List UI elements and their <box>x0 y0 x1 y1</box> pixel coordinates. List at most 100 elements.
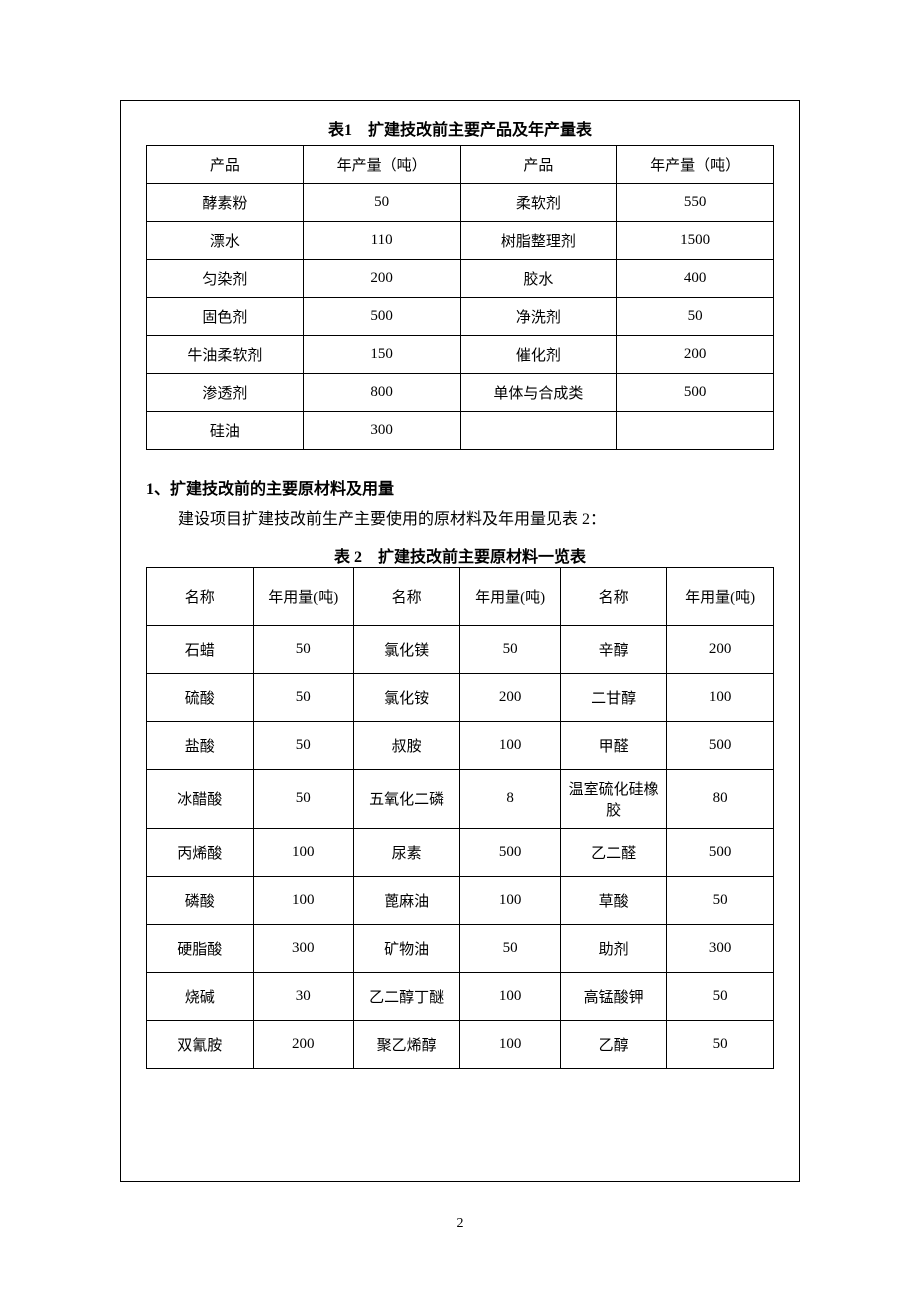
table-row: 固色剂500净洗剂50 <box>147 298 774 336</box>
table-cell: 叔胺 <box>353 721 460 769</box>
table2-header-cell: 名称 <box>560 567 667 625</box>
table-cell: 50 <box>460 924 560 972</box>
table1-header-cell: 年产量（吨） <box>303 146 460 184</box>
table-cell: 100 <box>253 876 353 924</box>
table-cell: 100 <box>460 721 560 769</box>
table-cell: 50 <box>253 673 353 721</box>
section1-heading: 1、扩建技改前的主要原材料及用量 <box>146 475 774 499</box>
table-row: 匀染剂200胶水400 <box>147 260 774 298</box>
table-cell: 聚乙烯醇 <box>353 1020 460 1068</box>
table2: 名称 年用量(吨) 名称 年用量(吨) 名称 年用量(吨) 石蜡50氯化镁50辛… <box>146 567 774 1069</box>
table-cell: 辛醇 <box>560 625 667 673</box>
table-cell: 50 <box>303 184 460 222</box>
table-row: 渗透剂800单体与合成类500 <box>147 374 774 412</box>
table-cell: 烧碱 <box>147 972 254 1020</box>
table-row: 盐酸50叔胺100甲醛500 <box>147 721 774 769</box>
table-cell: 100 <box>460 972 560 1020</box>
table-cell: 匀染剂 <box>147 260 304 298</box>
table2-header-cell: 名称 <box>353 567 460 625</box>
table-cell: 300 <box>667 924 774 972</box>
table-cell: 8 <box>460 769 560 828</box>
table-cell: 甲醛 <box>560 721 667 769</box>
table-cell <box>460 412 617 450</box>
table-cell: 磷酸 <box>147 876 254 924</box>
table-cell: 双氰胺 <box>147 1020 254 1068</box>
table-cell: 150 <box>303 336 460 374</box>
table-cell: 树脂整理剂 <box>460 222 617 260</box>
table-cell: 30 <box>253 972 353 1020</box>
table-cell: 高锰酸钾 <box>560 972 667 1020</box>
table-cell: 500 <box>667 828 774 876</box>
table-cell: 300 <box>303 412 460 450</box>
table2-header-row: 名称 年用量(吨) 名称 年用量(吨) 名称 年用量(吨) <box>147 567 774 625</box>
table-row: 冰醋酸50五氧化二磷8温室硫化硅橡胶80 <box>147 769 774 828</box>
table-cell: 氯化镁 <box>353 625 460 673</box>
table-cell: 牛油柔软剂 <box>147 336 304 374</box>
table-cell: 500 <box>303 298 460 336</box>
table-row: 硬脂酸300矿物油50助剂300 <box>147 924 774 972</box>
table-cell: 500 <box>460 828 560 876</box>
table-cell: 50 <box>253 721 353 769</box>
table-row: 丙烯酸100尿素500乙二醛500 <box>147 828 774 876</box>
table2-header-cell: 名称 <box>147 567 254 625</box>
table-cell: 温室硫化硅橡胶 <box>560 769 667 828</box>
table-cell: 400 <box>617 260 774 298</box>
table-cell: 硅油 <box>147 412 304 450</box>
table-cell: 100 <box>460 1020 560 1068</box>
table-cell: 丙烯酸 <box>147 828 254 876</box>
table-cell: 200 <box>667 625 774 673</box>
table-cell: 300 <box>253 924 353 972</box>
table-row: 硫酸50氯化铵200二甘醇100 <box>147 673 774 721</box>
table-cell: 50 <box>253 769 353 828</box>
table1: 产品 年产量（吨） 产品 年产量（吨） 酵素粉50柔软剂550漂水110树脂整理… <box>146 145 774 450</box>
table-cell: 200 <box>253 1020 353 1068</box>
table-cell: 硬脂酸 <box>147 924 254 972</box>
table-cell: 草酸 <box>560 876 667 924</box>
table-row: 牛油柔软剂150催化剂200 <box>147 336 774 374</box>
table1-header-cell: 产品 <box>147 146 304 184</box>
table-cell: 胶水 <box>460 260 617 298</box>
table2-header-cell: 年用量(吨) <box>253 567 353 625</box>
table-cell: 二甘醇 <box>560 673 667 721</box>
page-number: 2 <box>0 1216 920 1232</box>
table-cell: 尿素 <box>353 828 460 876</box>
table-row: 石蜡50氯化镁50辛醇200 <box>147 625 774 673</box>
table-cell: 50 <box>253 625 353 673</box>
table-row: 酵素粉50柔软剂550 <box>147 184 774 222</box>
table-cell: 固色剂 <box>147 298 304 336</box>
table-cell: 500 <box>617 374 774 412</box>
table-cell <box>617 412 774 450</box>
table-cell: 500 <box>667 721 774 769</box>
table-cell: 渗透剂 <box>147 374 304 412</box>
table2-title: 表 2 扩建技改前主要原材料一览表 <box>146 543 774 567</box>
table-row: 磷酸100蓖麻油100草酸50 <box>147 876 774 924</box>
table-cell: 乙二醛 <box>560 828 667 876</box>
table-cell: 乙二醇丁醚 <box>353 972 460 1020</box>
table-cell: 200 <box>460 673 560 721</box>
table-cell: 柔软剂 <box>460 184 617 222</box>
table1-header-row: 产品 年产量（吨） 产品 年产量（吨） <box>147 146 774 184</box>
table-cell: 石蜡 <box>147 625 254 673</box>
table-cell: 净洗剂 <box>460 298 617 336</box>
table-cell: 氯化铵 <box>353 673 460 721</box>
table-cell: 漂水 <box>147 222 304 260</box>
table-cell: 110 <box>303 222 460 260</box>
table-row: 漂水110树脂整理剂1500 <box>147 222 774 260</box>
table-cell: 550 <box>617 184 774 222</box>
section1-body: 建设项目扩建技改前生产主要使用的原材料及年用量见表 2： <box>146 507 774 533</box>
table2-header-cell: 年用量(吨) <box>667 567 774 625</box>
table-cell: 80 <box>667 769 774 828</box>
table-cell: 催化剂 <box>460 336 617 374</box>
table-cell: 800 <box>303 374 460 412</box>
table-row: 双氰胺200聚乙烯醇100乙醇50 <box>147 1020 774 1068</box>
table-cell: 助剂 <box>560 924 667 972</box>
table-cell: 酵素粉 <box>147 184 304 222</box>
table-cell: 100 <box>460 876 560 924</box>
table-cell: 盐酸 <box>147 721 254 769</box>
table-cell: 100 <box>667 673 774 721</box>
table1-header-cell: 产品 <box>460 146 617 184</box>
table1-header-cell: 年产量（吨） <box>617 146 774 184</box>
table-cell: 硫酸 <box>147 673 254 721</box>
table-cell: 50 <box>667 1020 774 1068</box>
table1-title: 表1 扩建技改前主要产品及年产量表 <box>146 116 774 140</box>
